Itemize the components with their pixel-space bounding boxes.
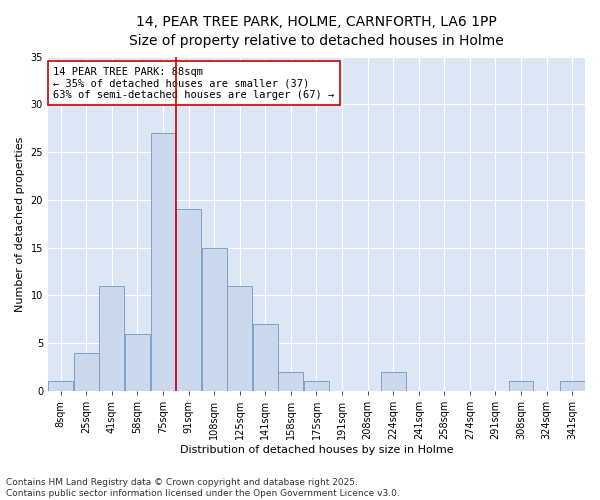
Bar (125, 334, 150, 391)
Text: Contains HM Land Registry data © Crown copyright and database right 2025.
Contai: Contains HM Land Registry data © Crown c… (6, 478, 400, 498)
Bar (100, 286, 124, 391)
Bar (381, 372, 406, 391)
Bar (304, 382, 329, 391)
Text: 14 PEAR TREE PARK: 88sqm
← 35% of detached houses are smaller (37)
63% of semi-d: 14 PEAR TREE PARK: 88sqm ← 35% of detach… (53, 66, 335, 100)
Bar (278, 372, 303, 391)
Bar (49, 382, 73, 391)
Title: 14, PEAR TREE PARK, HOLME, CARNFORTH, LA6 1PP
Size of property relative to detac: 14, PEAR TREE PARK, HOLME, CARNFORTH, LA… (129, 15, 504, 48)
Bar (74, 353, 98, 391)
X-axis label: Distribution of detached houses by size in Holme: Distribution of detached houses by size … (179, 445, 453, 455)
Y-axis label: Number of detached properties: Number of detached properties (15, 136, 25, 312)
Bar (176, 210, 201, 391)
Bar (227, 286, 252, 391)
Bar (151, 133, 175, 391)
Bar (202, 248, 227, 391)
Bar (253, 324, 278, 391)
Bar (509, 382, 533, 391)
Bar (560, 382, 584, 391)
